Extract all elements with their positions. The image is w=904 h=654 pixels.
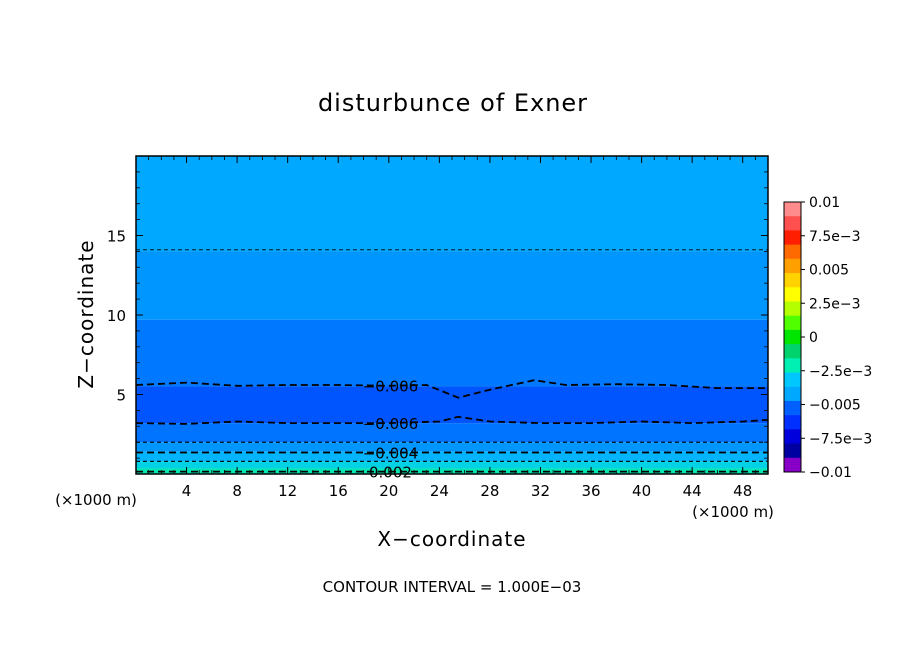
contour-label: −0.006 [363,415,419,433]
contour-fill-band [136,451,768,462]
contour-fill-band [136,461,768,469]
colorbar-tick-label: 0 [809,330,818,346]
contour-fill-band [136,156,768,252]
colorbar-segment [784,301,801,317]
contour-interval-note: CONTOUR INTERVAL = 1.000E−03 [323,578,582,596]
contour-line [136,415,768,425]
colorbar-tick-label: 0.005 [809,263,849,279]
x-tick-label: 32 [531,482,550,500]
contour-label: 0.002 [369,464,412,482]
colorbar-tick-label: 0.01 [809,195,840,211]
x-tick-label: 40 [632,482,651,500]
contour-fill-band [136,251,768,320]
y-tick-label: 5 [116,387,126,405]
colorbar-segment [784,258,801,274]
colorbar-segment [784,344,801,359]
y-tick-label: 10 [107,307,126,325]
contour-fill-band [136,319,768,387]
colorbar-segment [784,244,801,260]
x-tick-label: 36 [581,482,600,500]
chart-title: disturbunce of Exner [318,89,588,117]
colorbar-tick-label: 2.5e−3 [809,296,861,312]
x-unit-label: (×1000 m) [692,503,774,521]
contour-fill-band [136,386,768,424]
x-tick-label: 8 [232,482,242,500]
colorbar-segment [784,457,801,473]
colorbar-segment [784,372,801,388]
x-tick-label: 20 [379,482,398,500]
colorbar-segment [784,315,801,331]
colorbar-tick-label: −0.01 [809,465,852,481]
y-tick-label: 15 [107,228,126,246]
x-axis-label: X−coordinate [377,527,526,551]
colorbar-segment [784,358,801,374]
x-tick-label: 12 [278,482,297,500]
colorbar-tick-label: −0.005 [809,398,861,414]
colorbar-segment [784,202,801,217]
colorbar-tick-label: −2.5e−3 [809,364,872,380]
colorbar-segment [784,287,801,302]
x-tick-label: 4 [182,482,192,500]
contour-label: −0.006 [363,378,419,396]
contour-line [136,379,768,399]
x-tick-label: 44 [683,482,702,500]
colorbar-tick-label: 7.5e−3 [809,229,861,245]
colorbar-segment [784,443,801,459]
colorbar-segment [784,386,801,402]
colorbar-segment [784,429,801,445]
contour-fill-band [136,423,768,443]
y-unit-label: (×1000 m) [55,491,137,509]
x-tick-label: 48 [733,482,752,500]
x-tick-label: 28 [480,482,499,500]
x-tick-label: 16 [329,482,348,500]
colorbar-tick-label: −7.5e−3 [809,431,872,447]
colorbar-segment [784,273,801,288]
colorbar-segment [784,329,801,345]
colorbar-segment [784,216,801,231]
contour-label: −0.004 [363,445,419,463]
colorbar-segment [784,400,801,416]
colorbar-segment [784,230,801,246]
contour-fill-band [136,442,768,452]
y-axis-label: Z−coordinate [74,239,98,388]
colorbar-segment [784,415,801,430]
x-tick-label: 24 [430,482,449,500]
